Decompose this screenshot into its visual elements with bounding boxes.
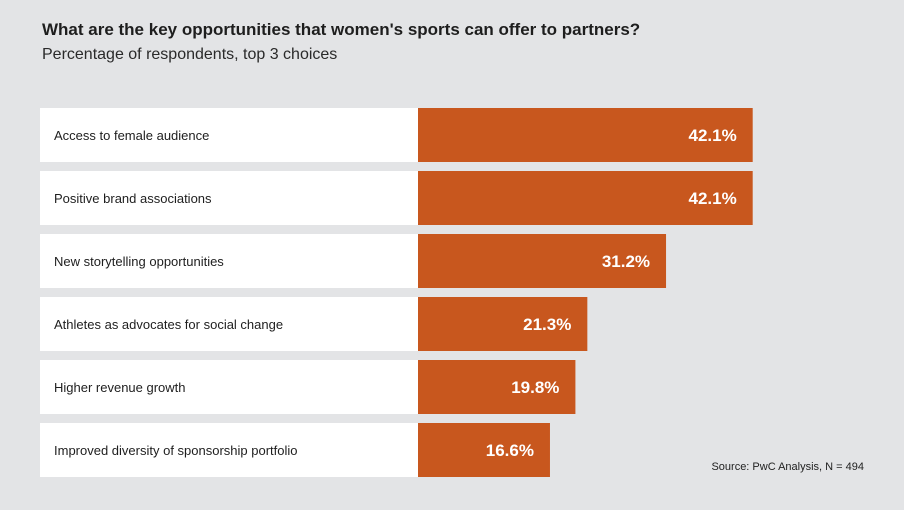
data-label: 42.1% [688, 189, 736, 208]
category-label: Access to female audience [54, 128, 209, 143]
data-label: 16.6% [486, 441, 534, 460]
bar [418, 297, 588, 351]
category-label-cell [40, 171, 418, 225]
category-label-cell [40, 360, 418, 414]
category-label-cell [40, 108, 418, 162]
category-label-cell [40, 297, 418, 351]
category-label-cell [40, 423, 418, 477]
bar [418, 171, 753, 225]
category-label: Improved diversity of sponsorship portfo… [54, 443, 298, 458]
data-label: 21.3% [523, 315, 571, 334]
data-label: 19.8% [511, 378, 559, 397]
bar [418, 234, 667, 288]
chart-subtitle: Percentage of respondents, top 3 choices [42, 46, 338, 63]
data-label: 31.2% [602, 252, 650, 271]
bar [418, 423, 550, 477]
category-label: Positive brand associations [54, 191, 212, 206]
category-label-cell [40, 234, 418, 288]
data-label: 42.1% [688, 126, 736, 145]
category-label: Higher revenue growth [54, 380, 186, 395]
chart-title: What are the key opportunities that wome… [42, 20, 641, 39]
bar [418, 108, 753, 162]
category-label: Athletes as advocates for social change [54, 317, 283, 332]
category-label: New storytelling opportunities [54, 254, 224, 269]
source-note: Source: PwC Analysis, N = 494 [711, 461, 864, 473]
bar [418, 360, 576, 414]
